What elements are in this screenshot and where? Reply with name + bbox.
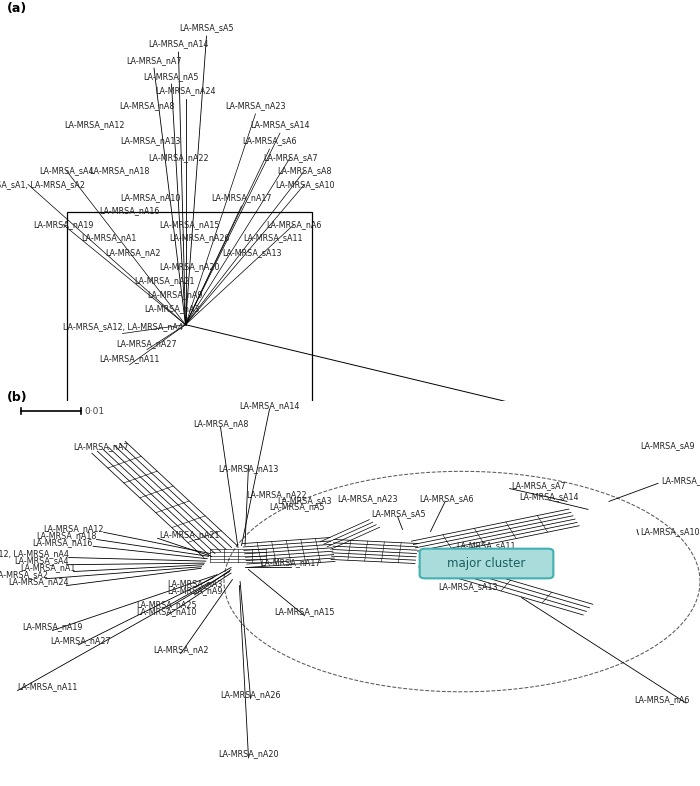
Text: LA-MRSA_nA15: LA-MRSA_nA15 — [274, 607, 335, 616]
Text: LA-MRSA_sA8: LA-MRSA_sA8 — [662, 476, 700, 485]
Text: LA-MRSA_nA20: LA-MRSA_nA20 — [159, 262, 219, 270]
Text: LA-MRSA_sA10: LA-MRSA_sA10 — [274, 180, 335, 189]
Text: LA-MRSA_nA17: LA-MRSA_nA17 — [260, 558, 321, 567]
Text: LA-MRSA_nA10: LA-MRSA_nA10 — [120, 193, 181, 203]
Text: LA-MRSA_sA11: LA-MRSA_sA11 — [456, 541, 517, 550]
Text: LA-MRSA_nA9: LA-MRSA_nA9 — [167, 586, 223, 595]
Text: LA-MRSA_nA3: LA-MRSA_nA3 — [144, 304, 200, 313]
Text: LA-MRSA_nA26: LA-MRSA_nA26 — [220, 690, 281, 699]
Text: LA-MRSA_nA7: LA-MRSA_nA7 — [74, 442, 130, 451]
Text: LA-MRSA_nA19: LA-MRSA_nA19 — [33, 220, 93, 229]
Text: LA-MRSA_sA5: LA-MRSA_sA5 — [179, 24, 234, 32]
Text: 0·01: 0·01 — [84, 406, 104, 416]
Text: LA-MRSA_sA1, LA-MRSA_sA2: LA-MRSA_sA1, LA-MRSA_sA2 — [0, 180, 85, 189]
Text: LA-MRSA_nA1: LA-MRSA_nA1 — [20, 563, 76, 572]
Text: LA-MRSA_sA5: LA-MRSA_sA5 — [372, 509, 426, 518]
Text: LA-MRSA_nA5: LA-MRSA_nA5 — [270, 502, 326, 511]
Text: LA-MRSA_nA18: LA-MRSA_nA18 — [89, 167, 149, 175]
Text: LA-MRSA_sA6: LA-MRSA_sA6 — [242, 137, 297, 145]
Text: LA-MRSA_sA13: LA-MRSA_sA13 — [223, 248, 281, 257]
Text: major cluster: major cluster — [447, 557, 526, 570]
Text: LA-MRSA_sA7: LA-MRSA_sA7 — [511, 481, 566, 490]
Text: LA-MRSA_nA16: LA-MRSA_nA16 — [33, 538, 93, 547]
Text: LA-MRSA_nA13: LA-MRSA_nA13 — [218, 464, 279, 473]
Text: LA-MRSA_nA2: LA-MRSA_nA2 — [105, 248, 161, 257]
Text: LA-MRSA_sA9: LA-MRSA_sA9 — [640, 441, 695, 450]
Text: LA-MRSA_nA27: LA-MRSA_nA27 — [117, 339, 177, 347]
Text: LA-MRSA_nA21: LA-MRSA_nA21 — [134, 276, 195, 285]
Text: LA-MRSA_nA24: LA-MRSA_nA24 — [155, 86, 216, 95]
Text: LA-MRSA_nA13: LA-MRSA_nA13 — [120, 137, 181, 145]
Text: LA-MRSA_nA16: LA-MRSA_nA16 — [99, 207, 160, 215]
Text: LA-MRSA_nA8: LA-MRSA_nA8 — [119, 101, 175, 110]
Text: LA-MRSA_sA13: LA-MRSA_sA13 — [438, 582, 497, 591]
Text: LA-MRSA_nA14: LA-MRSA_nA14 — [239, 402, 300, 410]
Text: LA-MRSA_sA14: LA-MRSA_sA14 — [519, 492, 580, 501]
Text: LA-MRSA_nA21: LA-MRSA_nA21 — [160, 530, 220, 538]
Text: LA-MRSA_nA11: LA-MRSA_nA11 — [99, 354, 160, 363]
Text: LA-MRSA_sA6: LA-MRSA_sA6 — [419, 494, 474, 503]
Text: LA-MRSA_nA18: LA-MRSA_nA18 — [36, 531, 97, 540]
Text: LA-MRSA_nA2: LA-MRSA_nA2 — [153, 645, 209, 654]
Text: LA-MRSA_nA8: LA-MRSA_nA8 — [193, 419, 248, 428]
Text: LA-MRSA_nA3: LA-MRSA_nA3 — [167, 579, 223, 588]
FancyBboxPatch shape — [419, 549, 553, 578]
Bar — [66, 212, 312, 445]
Text: LA-MRSA_nA5: LA-MRSA_nA5 — [144, 72, 200, 81]
Text: LA-MRSA_nA23: LA-MRSA_nA23 — [337, 494, 398, 503]
Text: LA-MRSA_nA20: LA-MRSA_nA20 — [218, 749, 279, 758]
Text: LA-MRSA_sA7: LA-MRSA_sA7 — [263, 152, 318, 162]
Text: LA-MRSA_nA10: LA-MRSA_nA10 — [136, 607, 197, 616]
Text: LA-MRSA_sA8: LA-MRSA_sA8 — [277, 167, 332, 175]
Text: LA-MRSA_nA22: LA-MRSA_nA22 — [148, 152, 209, 162]
Text: LA-MRSA_sA11: LA-MRSA_sA11 — [244, 233, 302, 243]
Text: LA-MRSA_nA6: LA-MRSA_nA6 — [266, 220, 322, 229]
Text: LA-MRSA_nA17: LA-MRSA_nA17 — [211, 193, 272, 203]
Text: LA-MRSA_nA23: LA-MRSA_nA23 — [225, 101, 286, 110]
Text: LA-MRSA_nA14: LA-MRSA_nA14 — [148, 39, 209, 49]
Text: LA-MRSA_sA1, LA-MRSA_sA2: LA-MRSA_sA1, LA-MRSA_sA2 — [0, 571, 48, 579]
Text: LA-MRSA_nA26: LA-MRSA_nA26 — [169, 233, 230, 243]
Text: LA-MRSA_nA24: LA-MRSA_nA24 — [8, 577, 69, 586]
Text: LA-MRSA_nA12: LA-MRSA_nA12 — [43, 523, 104, 533]
Text: LA-MRSA_nA1: LA-MRSA_nA1 — [80, 233, 136, 243]
Text: LA-MRSA_sA10: LA-MRSA_sA10 — [640, 527, 700, 536]
Text: LA-MRSA_sA14: LA-MRSA_sA14 — [251, 120, 309, 130]
Text: LA-MRSA_sA3: LA-MRSA_sA3 — [277, 496, 332, 505]
Text: LA-MRSA_nA12: LA-MRSA_nA12 — [64, 120, 125, 130]
Text: LA-MRSA_sA12, LA-MRSA_nA4: LA-MRSA_sA12, LA-MRSA_nA4 — [0, 549, 69, 558]
Text: LA-MRSA_nA22: LA-MRSA_nA22 — [246, 490, 307, 499]
Text: LA-MRSA_sA12, LA-MRSA_nA4: LA-MRSA_sA12, LA-MRSA_nA4 — [62, 322, 183, 332]
Text: (a): (a) — [7, 2, 27, 15]
Text: LA-MRSA_nA19: LA-MRSA_nA19 — [22, 622, 83, 631]
Text: LA-MRSA_nA27: LA-MRSA_nA27 — [50, 637, 111, 645]
Text: LA-MRSA_nA7: LA-MRSA_nA7 — [126, 56, 182, 64]
Text: (b): (b) — [7, 391, 27, 404]
Text: LA-MRSA_nA6: LA-MRSA_nA6 — [634, 696, 690, 704]
Text: LA-MRSA_nA9: LA-MRSA_nA9 — [147, 290, 203, 299]
Text: LA-MRSA_nA25: LA-MRSA_nA25 — [136, 601, 197, 609]
Text: LA-MRSA_sA4: LA-MRSA_sA4 — [39, 167, 94, 175]
Text: LA-MRSA_nA15: LA-MRSA_nA15 — [159, 220, 219, 229]
Text: LA-MRSA_sA4: LA-MRSA_sA4 — [14, 556, 69, 565]
Text: LA-MRSA_nA11: LA-MRSA_nA11 — [18, 682, 78, 691]
